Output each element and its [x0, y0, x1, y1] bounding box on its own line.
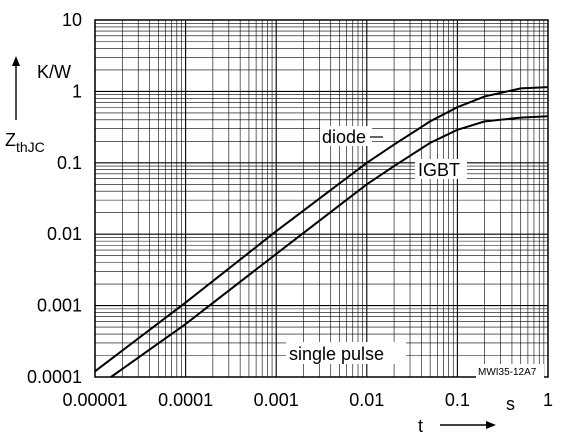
x-tick-label: 0.01: [349, 390, 384, 410]
minor-grid: [95, 20, 548, 377]
x-tick-label: 0.1: [445, 390, 470, 410]
curve-igbt: [110, 115, 549, 378]
x-unit-label: s: [506, 394, 515, 414]
igbt-label-group: IGBT: [415, 159, 467, 180]
y-tick-labels: 0.0001 0.001 0.01 0.1 1 10: [27, 10, 82, 387]
y-tick-label: 10: [62, 10, 82, 30]
diode-label-group: diode: [320, 126, 383, 147]
x-axis-arrow: [440, 421, 496, 429]
x-tick-label: 0.001: [254, 390, 299, 410]
y-axis-label: ZthJC: [5, 130, 45, 155]
y-axis-label-main: Z: [5, 130, 16, 150]
x-tick-label: 1: [543, 390, 553, 410]
curves: [94, 86, 549, 378]
x-tick-label: 0.00001: [62, 390, 127, 410]
part-code-annotation: MWI35-12A7: [478, 367, 537, 378]
plot-frame: [94, 19, 549, 378]
y-tick-label: 0.0001: [27, 367, 82, 387]
single-pulse-annotation: single pulse: [289, 344, 384, 364]
y-tick-label: 0.001: [37, 296, 82, 316]
curve-diode: [94, 86, 549, 373]
y-axis-label-sub: thJC: [16, 139, 45, 155]
x-tick-label: 0.0001: [158, 390, 213, 410]
y-unit-label: K/W: [37, 62, 71, 82]
y-tick-label: 0.01: [47, 224, 82, 244]
y-tick-label: 0.1: [57, 153, 82, 173]
single-pulse-group: single pulse: [286, 342, 406, 364]
x-axis-label: t: [418, 416, 423, 436]
y-tick-label: 1: [72, 81, 82, 101]
series-label-diode: diode: [322, 127, 366, 147]
part-code-group: MWI35-12A7: [476, 364, 544, 378]
series-label-igbt: IGBT: [418, 160, 460, 180]
x-tick-labels: 0.00001 0.0001 0.001 0.01 0.1 1: [62, 390, 553, 410]
y-axis-arrow: [12, 56, 20, 120]
major-grid: [94, 20, 548, 378]
